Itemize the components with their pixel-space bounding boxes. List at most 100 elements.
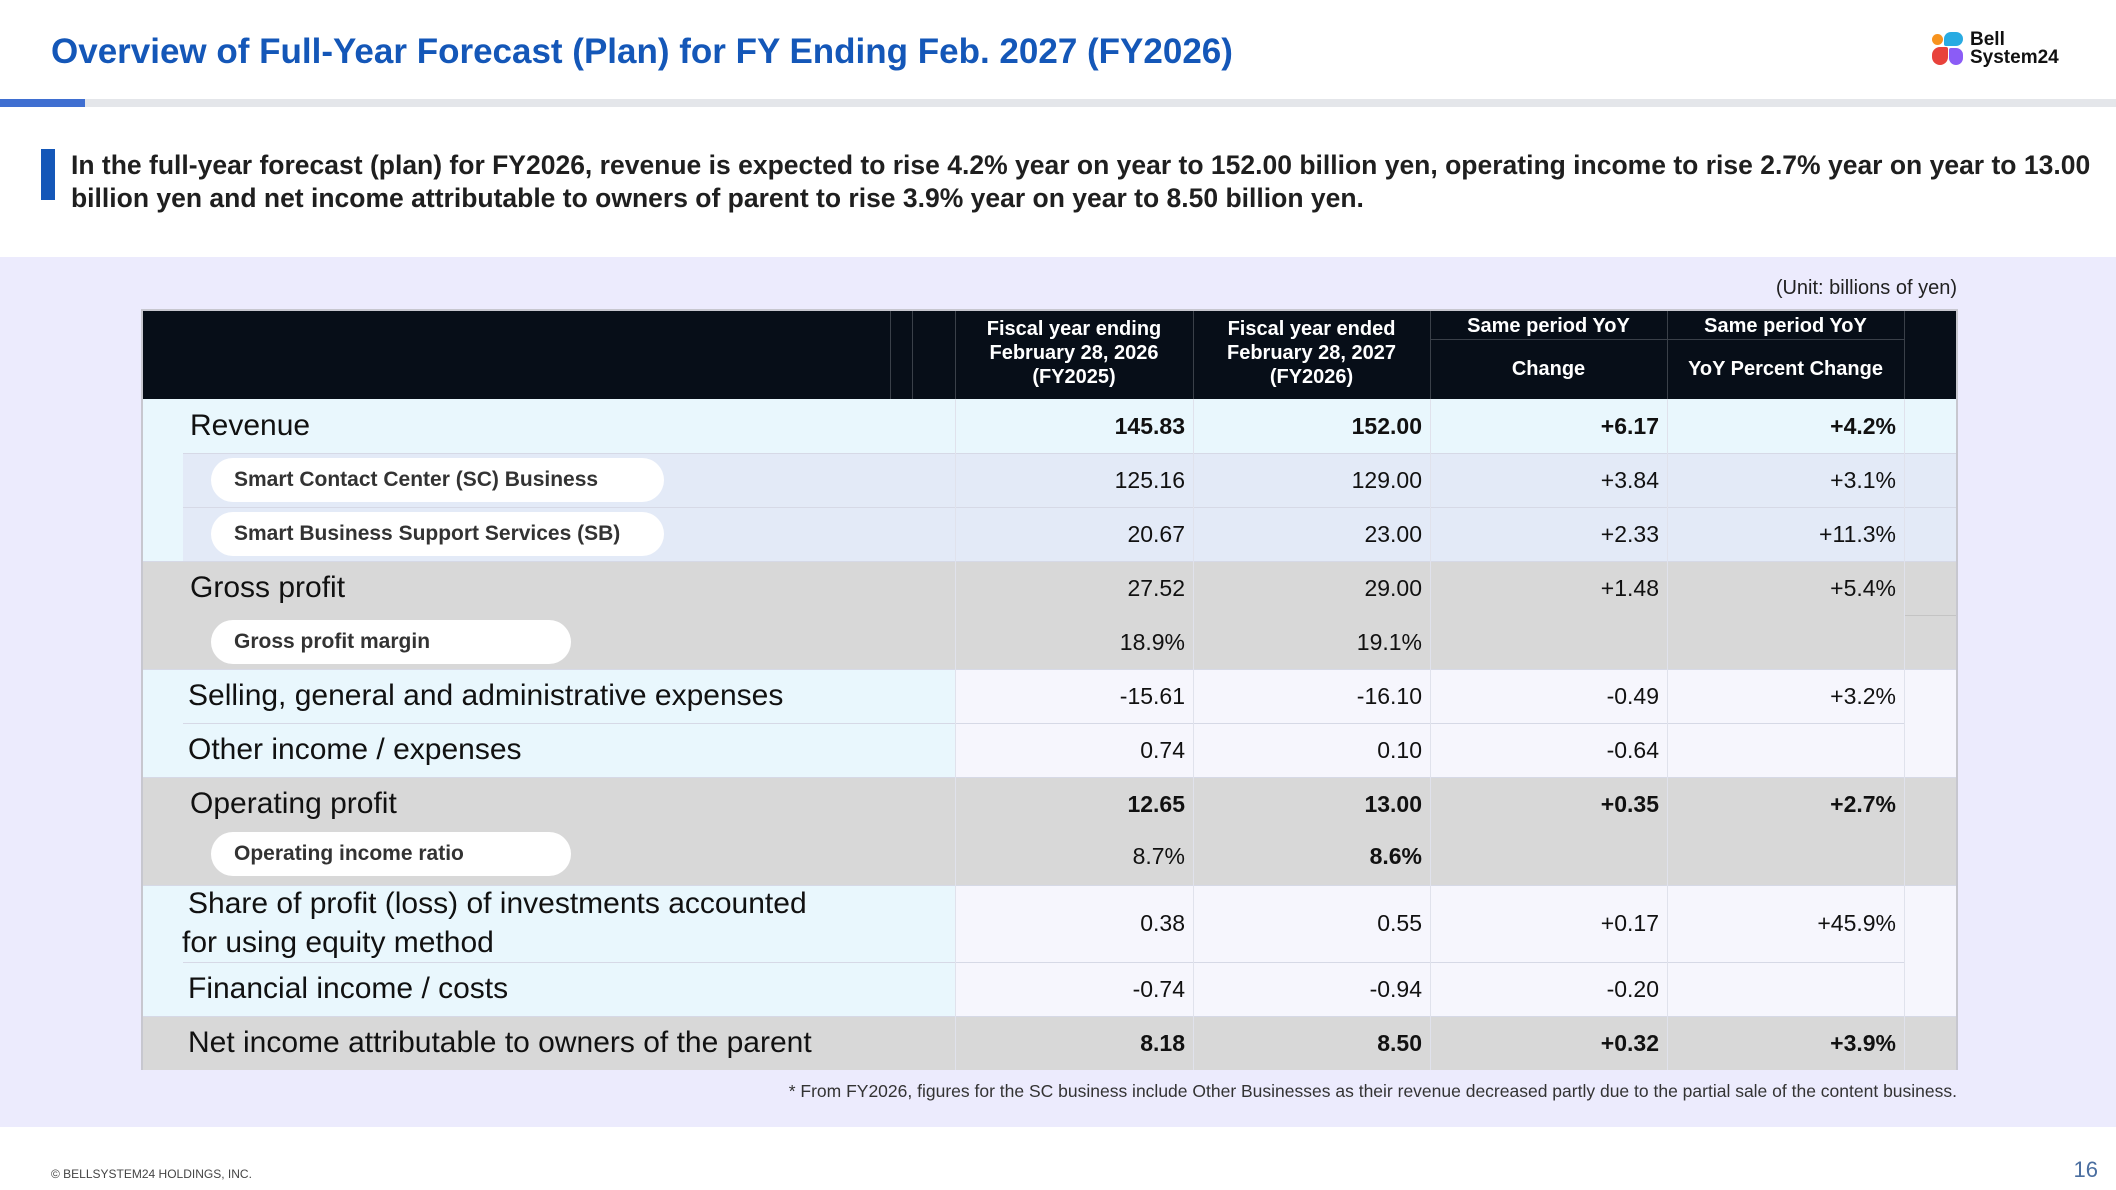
- logo-text: Bell System24: [1970, 29, 2059, 67]
- col-header-fy2025-line1: Fiscal year ending: [986, 318, 1162, 340]
- cell-gross-change: +1.48: [1600, 575, 1659, 601]
- cell-op-fy2025: 12.65: [1127, 791, 1185, 817]
- cell-sga-change: -0.49: [1606, 683, 1659, 709]
- row-label-operating-profit: Operating profit: [190, 787, 397, 820]
- cell-gross-fy2025: 27.52: [1127, 575, 1185, 601]
- col-divider: [955, 399, 956, 1070]
- cell-sc-change: +3.84: [1600, 467, 1659, 493]
- cell-sc-pct: +3.1%: [1830, 467, 1896, 493]
- header-divider: [890, 311, 891, 399]
- col-divider: [1193, 399, 1194, 1070]
- page-title: Overview of Full-Year Forecast (Plan) fo…: [51, 32, 1233, 71]
- row-label-revenue: Revenue: [190, 409, 311, 442]
- copyright: © BELLSYSTEM24 HOLDINGS, INC.: [51, 1167, 252, 1181]
- row-label-net-income: Net income attributable to owners of the…: [188, 1026, 812, 1059]
- col-divider: [1904, 399, 1905, 1070]
- row-label-equity-method-line2: for using equity method: [182, 926, 494, 959]
- cell-financial-fy2026: -0.94: [1369, 976, 1422, 1002]
- cell-margin-fy2025: 18.9%: [1119, 629, 1185, 655]
- lead-summary: In the full-year forecast (plan) for FY2…: [71, 150, 2091, 213]
- forecast-table: Fiscal year ending February 28, 2026 (FY…: [141, 309, 1958, 1070]
- cell-sc-fy2025: 125.16: [1114, 467, 1185, 493]
- cell-sb-fy2025: 20.67: [1127, 521, 1185, 547]
- band-net-income: [143, 1016, 1956, 1070]
- cell-op-change: +0.35: [1600, 791, 1659, 817]
- row-label-gross-margin: Gross profit margin: [211, 620, 571, 664]
- cell-gross-pct: +5.4%: [1830, 575, 1896, 601]
- row-label-financial: Financial income / costs: [188, 972, 509, 1005]
- cell-revenue-change: +6.17: [1600, 413, 1659, 439]
- col-header-change-top: Same period YoY: [1467, 315, 1630, 337]
- col-header-fy2025-line3: (FY2025): [1032, 366, 1116, 388]
- header-divider: [1904, 311, 1905, 399]
- row-divider: [143, 777, 1956, 778]
- cell-sc-fy2026: 129.00: [1351, 467, 1422, 493]
- header-divider: [912, 311, 913, 399]
- band-revenue-side: [143, 453, 183, 561]
- col-header-fy2026: Fiscal year ended February 28, 2027 (FY2…: [1193, 317, 1430, 389]
- col-header-change: Change: [1511, 358, 1586, 380]
- cell-ratio-fy2026: 8.6%: [1369, 843, 1422, 869]
- row-divider: [183, 723, 1904, 724]
- header-rule-accent: [0, 99, 85, 107]
- cell-equity-pct: +45.9%: [1817, 910, 1896, 936]
- cell-other-change: -0.64: [1606, 737, 1659, 763]
- lead-accent-bar: [41, 149, 55, 200]
- header-divider: [955, 311, 956, 399]
- logo-line1: Bell: [1970, 29, 2005, 50]
- col-divider: [1667, 399, 1668, 1070]
- cell-net-fy2025: 8.18: [1140, 1030, 1185, 1056]
- band-equity-financial: [143, 885, 955, 1016]
- row-label-equity-method-line1: Share of profit (loss) of investments ac…: [188, 887, 807, 920]
- cell-equity-fy2025: 0.38: [1140, 910, 1185, 936]
- header-rule: [0, 99, 2116, 107]
- col-header-pct-top: Same period YoY: [1704, 315, 1867, 337]
- footnote: * From FY2026, figures for the SC busine…: [788, 1081, 1957, 1101]
- cell-sb-change: +2.33: [1600, 521, 1659, 547]
- cell-other-fy2026: 0.10: [1377, 737, 1422, 763]
- cell-equity-change: +0.17: [1600, 910, 1659, 936]
- cell-op-pct: +2.7%: [1830, 791, 1896, 817]
- cell-net-change: +0.32: [1600, 1030, 1659, 1056]
- header-subdivider: [1431, 339, 1904, 340]
- header-divider: [1193, 311, 1194, 399]
- cell-net-pct: +3.9%: [1830, 1030, 1896, 1056]
- logo-mark-orange: [1932, 34, 1943, 45]
- row-divider: [143, 669, 1956, 670]
- row-label-op-ratio: Operating income ratio: [211, 832, 571, 876]
- unit-label: (Unit: billions of yen): [1775, 277, 1957, 299]
- col-header-pct: YoY Percent Change: [1688, 358, 1883, 380]
- row-label-sb-business: Smart Business Support Services (SB): [211, 512, 664, 556]
- logo-mark-red: [1932, 47, 1948, 65]
- row-label-other-income: Other income / expenses: [188, 733, 522, 766]
- row-label-sc-business: Smart Contact Center (SC) Business: [211, 458, 664, 502]
- row-divider: [1904, 615, 1956, 616]
- col-header-fy2025: Fiscal year ending February 28, 2026 (FY…: [955, 317, 1193, 389]
- col-header-fy2026-line3: (FY2026): [1269, 366, 1354, 388]
- row-divider: [183, 962, 1904, 963]
- cell-sga-fy2026: -16.10: [1356, 683, 1422, 709]
- row-divider: [143, 1016, 1956, 1017]
- cell-financial-fy2025: -0.74: [1132, 976, 1185, 1002]
- cell-revenue-fy2026: 152.00: [1351, 413, 1422, 439]
- row-label-sga: Selling, general and administrative expe…: [188, 679, 784, 712]
- cell-revenue-pct: +4.2%: [1830, 413, 1896, 439]
- row-divider: [183, 507, 1956, 508]
- cell-other-fy2025: 0.74: [1140, 737, 1185, 763]
- cell-sga-pct: +3.2%: [1830, 683, 1896, 709]
- header-divider: [1430, 311, 1431, 399]
- cell-financial-change: -0.20: [1606, 976, 1659, 1002]
- cell-gross-fy2026: 29.00: [1364, 575, 1422, 601]
- col-divider: [1430, 399, 1431, 1070]
- cell-sga-fy2025: -15.61: [1119, 683, 1185, 709]
- cell-ratio-fy2025: 8.7%: [1132, 843, 1185, 869]
- page-number: 16: [2073, 1157, 2098, 1182]
- logo-mark-purple: [1949, 48, 1963, 65]
- cell-sb-fy2026: 23.00: [1364, 521, 1422, 547]
- bellsystem24-logo: Bell System24: [1932, 29, 2072, 72]
- cell-equity-fy2026: 0.55: [1377, 910, 1422, 936]
- band-revenue: [143, 399, 1956, 453]
- cell-op-fy2026: 13.00: [1364, 791, 1422, 817]
- cell-margin-fy2026: 19.1%: [1356, 629, 1422, 655]
- header-divider: [1667, 311, 1668, 399]
